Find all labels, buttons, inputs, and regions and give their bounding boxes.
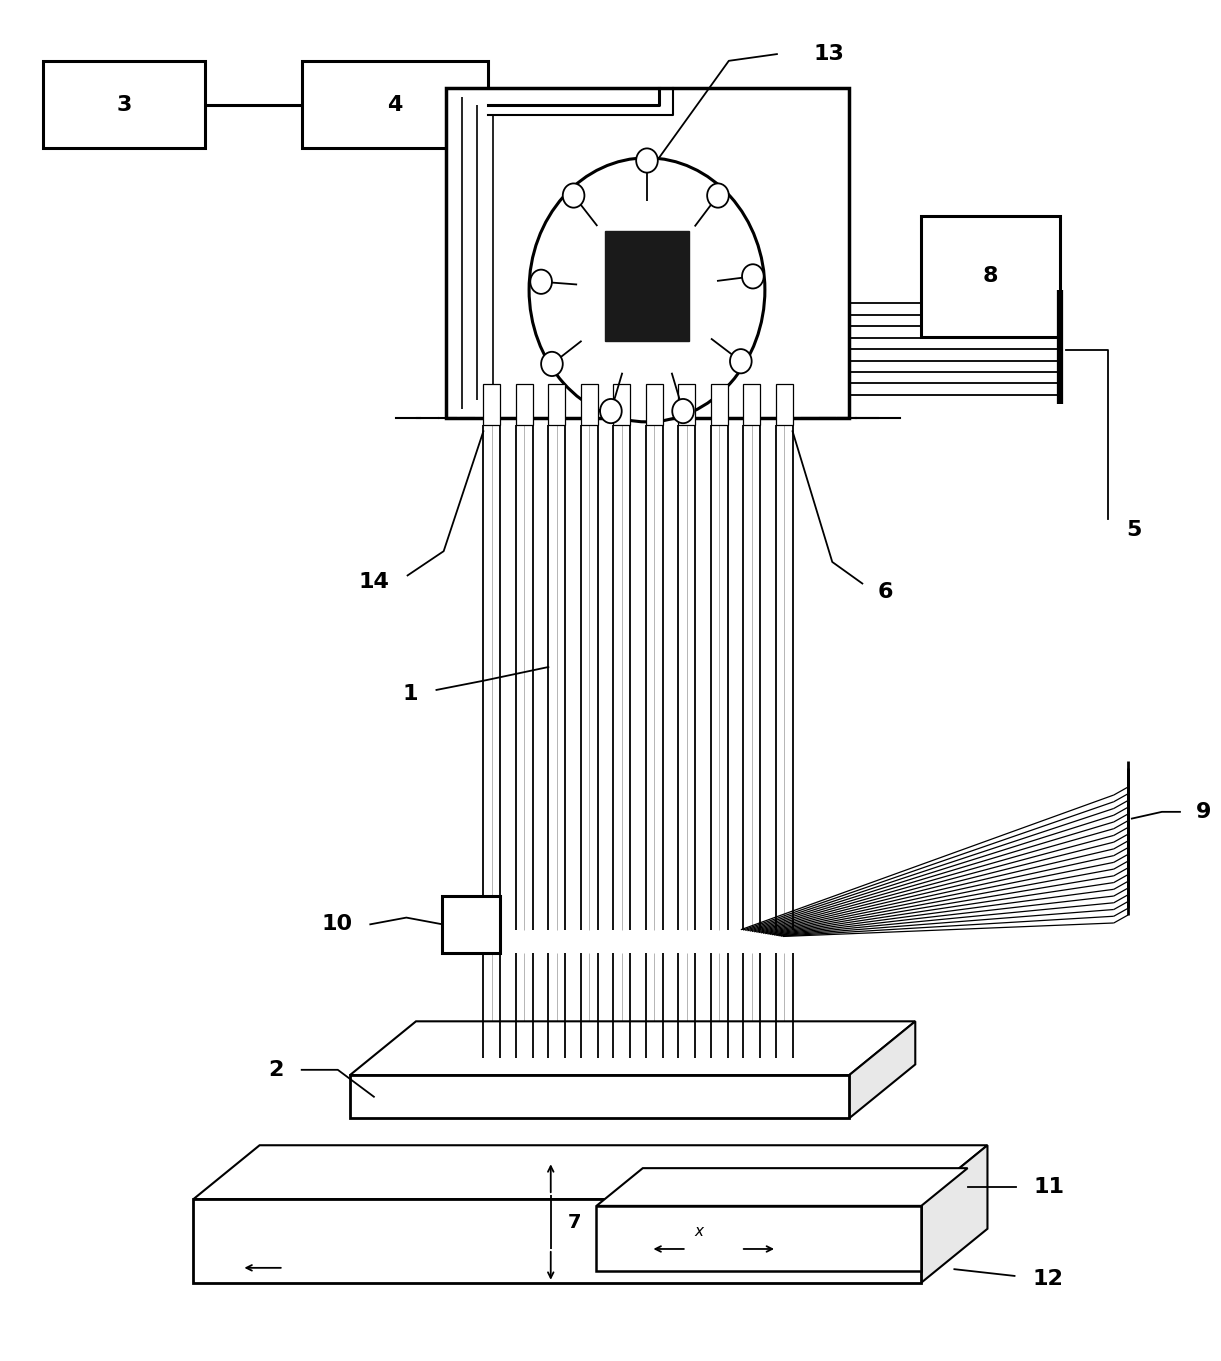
Text: 2: 2	[269, 1060, 283, 1079]
Bar	[646, 384, 663, 425]
Circle shape	[636, 148, 658, 173]
Text: 14: 14	[359, 572, 389, 592]
Bar	[442, 896, 501, 953]
Text: 9: 9	[1195, 802, 1211, 822]
Text: 8: 8	[983, 267, 999, 286]
Polygon shape	[193, 1145, 988, 1199]
Polygon shape	[849, 1021, 916, 1119]
Circle shape	[707, 184, 729, 208]
Bar	[43, 61, 205, 148]
Bar	[515, 384, 532, 425]
Bar	[193, 1199, 922, 1282]
Text: 5: 5	[1126, 520, 1142, 539]
Circle shape	[730, 350, 752, 373]
Text: 12: 12	[1033, 1268, 1063, 1289]
Circle shape	[600, 399, 621, 423]
Circle shape	[529, 158, 764, 422]
Text: 3: 3	[116, 95, 132, 114]
Circle shape	[563, 184, 585, 208]
Text: 7: 7	[568, 1213, 581, 1232]
Text: 6: 6	[878, 581, 894, 602]
Bar	[744, 384, 761, 425]
Bar	[350, 1075, 849, 1119]
Bar	[679, 384, 695, 425]
Bar	[711, 384, 728, 425]
Circle shape	[530, 269, 552, 294]
Bar	[613, 384, 630, 425]
Text: 10: 10	[321, 915, 352, 935]
Bar	[604, 230, 689, 342]
Bar	[548, 384, 565, 425]
Bar	[446, 87, 849, 418]
Circle shape	[541, 351, 563, 376]
Bar	[302, 61, 488, 148]
Bar	[922, 216, 1060, 338]
Polygon shape	[922, 1145, 988, 1282]
Bar	[597, 1206, 922, 1271]
Bar	[484, 384, 501, 425]
Polygon shape	[597, 1168, 967, 1206]
Text: 11: 11	[1034, 1177, 1065, 1198]
Circle shape	[742, 264, 763, 289]
Circle shape	[673, 399, 694, 423]
Text: 4: 4	[387, 95, 403, 114]
Text: 1: 1	[403, 685, 419, 704]
Bar	[775, 384, 792, 425]
Polygon shape	[350, 1021, 916, 1075]
Text: 13: 13	[813, 44, 844, 64]
Text: x: x	[695, 1224, 703, 1239]
Bar	[581, 384, 597, 425]
